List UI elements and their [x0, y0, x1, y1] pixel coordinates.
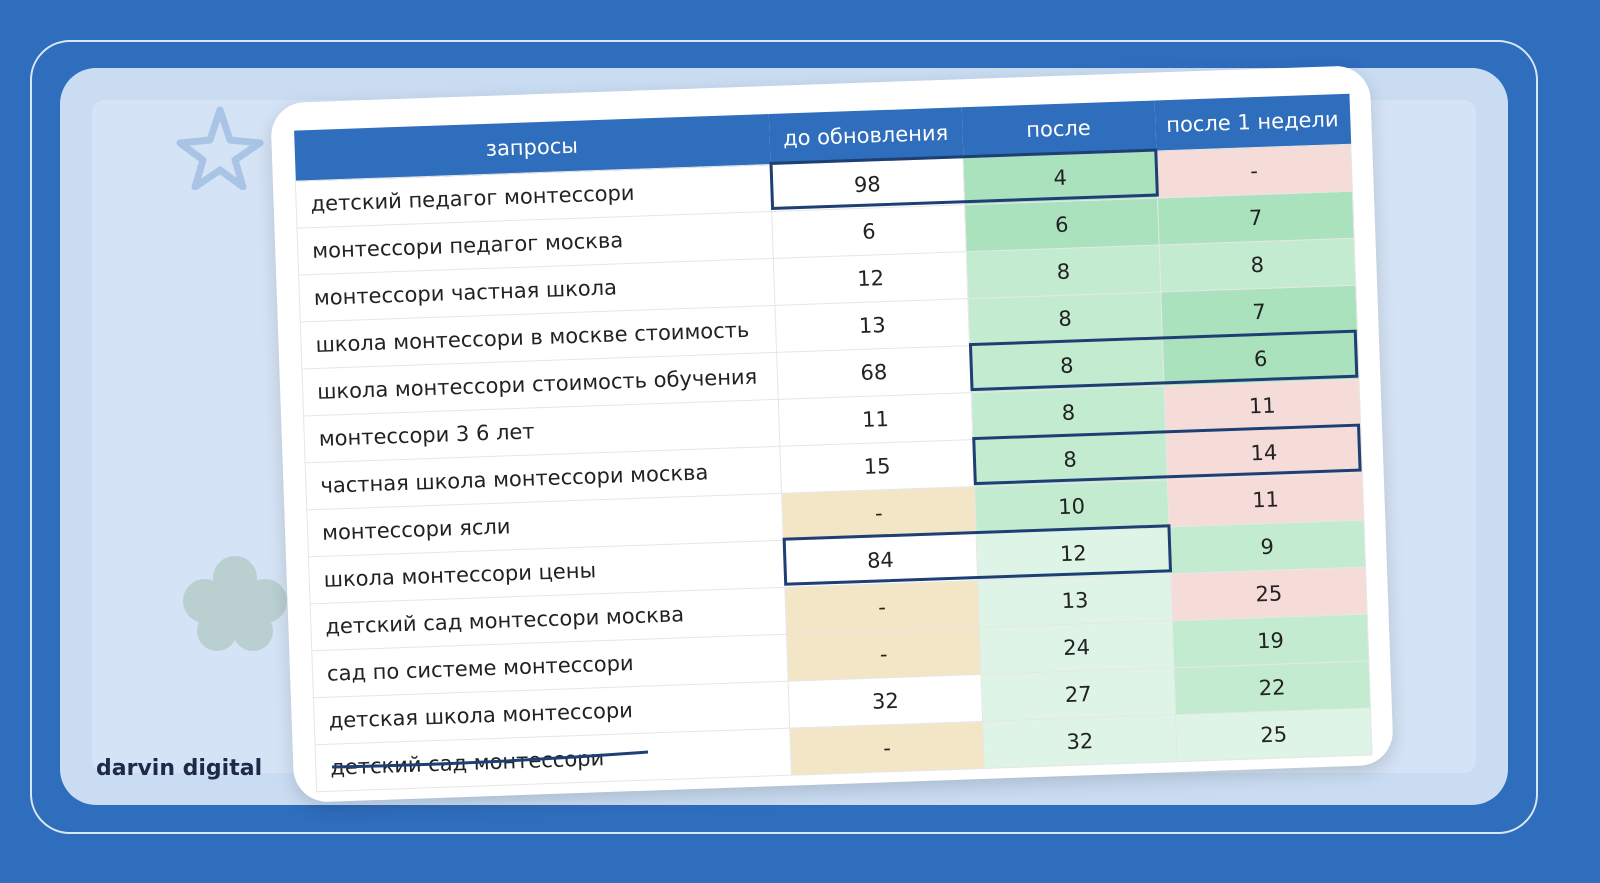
value-cell: 11 [778, 392, 973, 447]
frame [30, 40, 1538, 834]
value-cell: 7 [1157, 191, 1354, 245]
value-cell: 32 [982, 714, 1178, 769]
flower-decoration [183, 556, 287, 651]
header-cell: после 1 недели [1154, 93, 1351, 152]
value-cell: 27 [980, 667, 1176, 722]
value-cell: 24 [979, 620, 1174, 675]
value-cell: 6 [771, 204, 967, 259]
value-cell: - [1155, 144, 1353, 198]
value-cell: 68 [776, 345, 972, 400]
logo: darvin digital [96, 756, 263, 781]
star-decoration [176, 106, 264, 190]
value-cell: 13 [977, 573, 1173, 628]
value-cell: 32 [788, 674, 983, 729]
underline [331, 750, 649, 769]
value-cell: 8 [1159, 238, 1356, 292]
value-cell: 25 [1175, 707, 1373, 762]
value-cell: 25 [1170, 566, 1368, 621]
value-cell: 8 [966, 244, 1161, 299]
value-cell: 11 [1167, 473, 1364, 527]
value-cell: 15 [779, 439, 975, 494]
value-cell: - [789, 721, 985, 776]
table-wrap: запросы до обновления после после 1 недели … [293, 93, 1373, 792]
value-cell: 9 [1168, 519, 1366, 574]
value-cell: 6 [964, 197, 1160, 252]
value-cell: 22 [1173, 660, 1371, 715]
value-cell: - [784, 580, 980, 635]
value-cell: 12 [773, 251, 968, 306]
table-card: запросы до обновления после после 1 недели … [270, 65, 1394, 803]
value-cell: - [786, 627, 981, 682]
value-cell: 19 [1172, 613, 1369, 668]
value-cell: 13 [774, 298, 970, 353]
